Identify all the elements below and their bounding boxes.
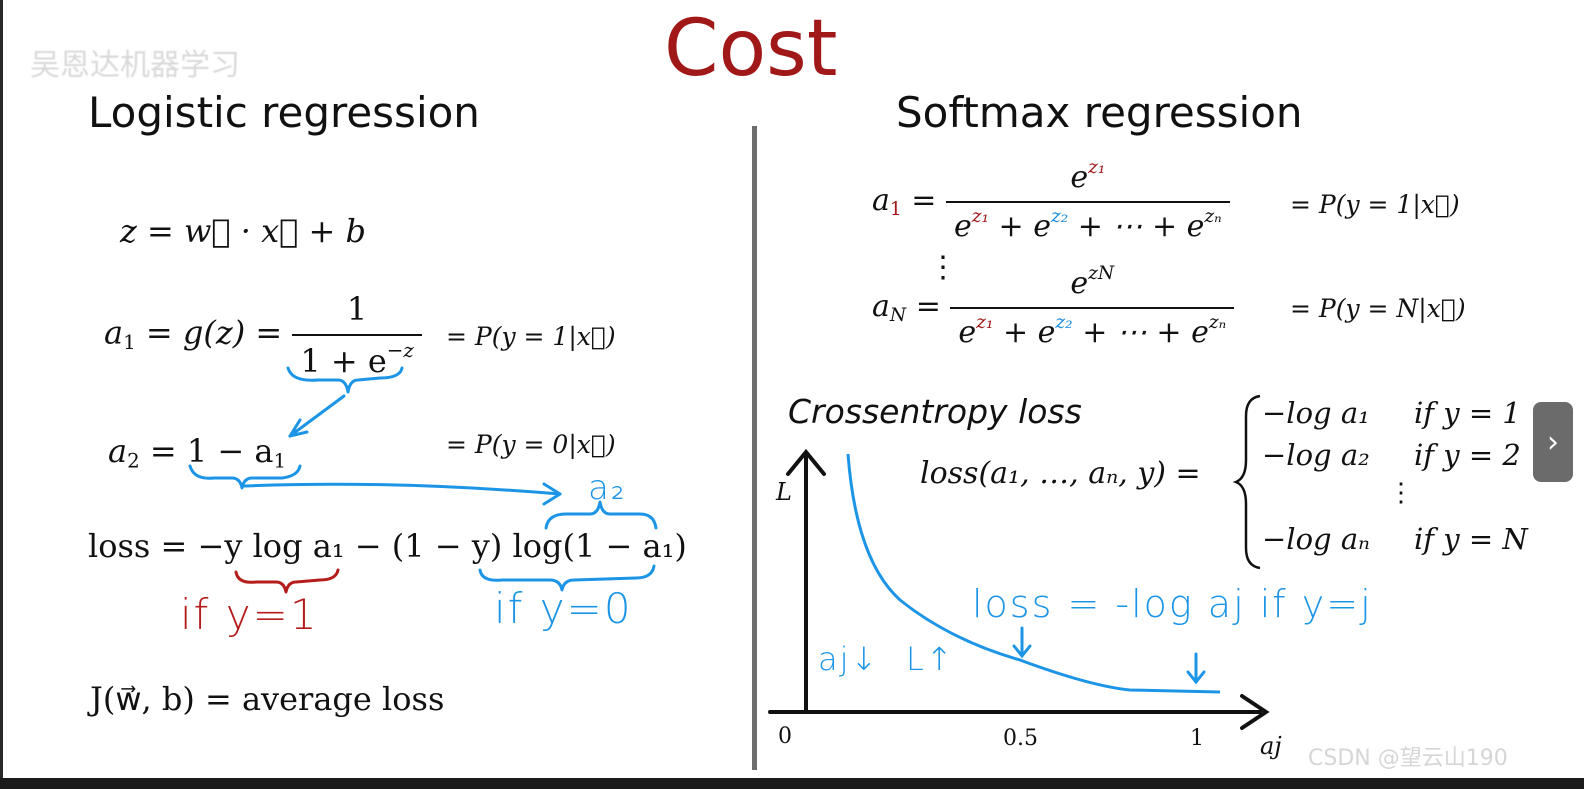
plot-y-label: L <box>776 478 792 506</box>
right-heading: Softmax regression <box>896 88 1303 137</box>
eq-loss: loss = −y log a₁ − (1 − y) log(1 − a₁) <box>88 527 687 565</box>
brace-under-denominator <box>286 366 404 394</box>
eq-a1-fraction: 1 1 + e−z <box>292 290 422 380</box>
eq-a2-prob: = P(y = 0|x⃗) <box>446 430 616 459</box>
note-if-y1: if y=1 <box>180 590 319 639</box>
case-N-cond: if y = N <box>1414 522 1528 556</box>
eq-a1: a1 = g(z) = 1 1 + e−z <box>104 290 422 380</box>
brace-under-log-a1 <box>234 568 340 594</box>
note-if-y0: if y=0 <box>494 584 633 633</box>
softmax-a1-prob: = P(y = 1|x⃗) <box>1290 190 1460 219</box>
eq-softmax-aN: aN = ezN ez₁ + ez₂ + ⋯ + ezₙ <box>872 264 1235 350</box>
slide-title: Cost <box>664 4 838 94</box>
softmax-a1-fraction: ez₁ ez₁ + ez₂ + ⋯ + ezₙ <box>945 158 1230 244</box>
case-1-cond: if y = 1 <box>1414 396 1521 430</box>
note-loss-log-aj: loss = -log aj if y=j <box>972 582 1373 626</box>
case-1-expr: −log a₁ <box>1262 396 1370 430</box>
eq-a2: a2 = 1 − a1 <box>108 432 287 473</box>
next-slide-button[interactable]: › <box>1533 402 1573 482</box>
left-heading: Logistic regression <box>88 88 480 137</box>
brace-under-1-minus-a1 <box>188 464 302 490</box>
eq-z: z = w⃗ · x⃗ + b <box>120 212 367 250</box>
arrow-down-right <box>1186 652 1206 685</box>
csdn-credit: CSDN @望云山190 <box>1308 746 1508 771</box>
crossentropy-label: Crossentropy loss <box>788 392 1082 431</box>
eq-a1-prob: = P(y = 1|x⃗) <box>446 322 616 351</box>
softmax-aN-prob: = P(y = N|x⃗) <box>1290 294 1466 323</box>
brace-under-log-1-minus-a1 <box>478 564 656 592</box>
arrow-to-a2 <box>242 482 562 496</box>
left-frame-edge <box>0 0 3 789</box>
brace-over-1-minus-a1 <box>544 500 658 530</box>
arrow-down-mid <box>1012 626 1032 659</box>
column-divider <box>752 126 757 770</box>
case-2-cond: if y = 2 <box>1414 438 1521 472</box>
case-vdots: ⋮ <box>1388 478 1414 508</box>
case-N-expr: −log aₙ <box>1262 522 1370 556</box>
loss-curve <box>846 453 1221 694</box>
eq-softmax-a1: a1 = ez₁ ez₁ + ez₂ + ⋯ + ezₙ <box>872 158 1230 244</box>
plot-tick-0.5: 0.5 <box>1003 726 1038 751</box>
arrow-to-a1 <box>288 394 346 438</box>
note-aj-down: aj↓ <box>818 640 880 678</box>
plot-tick-0: 0 <box>778 724 792 749</box>
watermark: 吴恩达机器学习 <box>30 48 240 83</box>
loss-plot <box>768 448 1270 730</box>
vdots: ⋮ <box>928 250 958 285</box>
case-2-expr: −log a₂ <box>1262 438 1370 472</box>
loss-function: loss(a₁, …, aₙ, y) = <box>920 456 1201 491</box>
softmax-aN-fraction: ezN ez₁ + ez₂ + ⋯ + ezₙ <box>950 264 1235 350</box>
plot-tick-1: 1 <box>1190 726 1204 751</box>
note-a2: a₂ <box>588 468 627 508</box>
cases-brace <box>1232 394 1261 570</box>
plot-x-label: aj <box>1260 732 1282 760</box>
bottom-frame-edge <box>0 778 1584 789</box>
note-L-up: L↑ <box>906 640 955 678</box>
eq-J: J(w⃗, b) = average loss <box>90 680 445 718</box>
